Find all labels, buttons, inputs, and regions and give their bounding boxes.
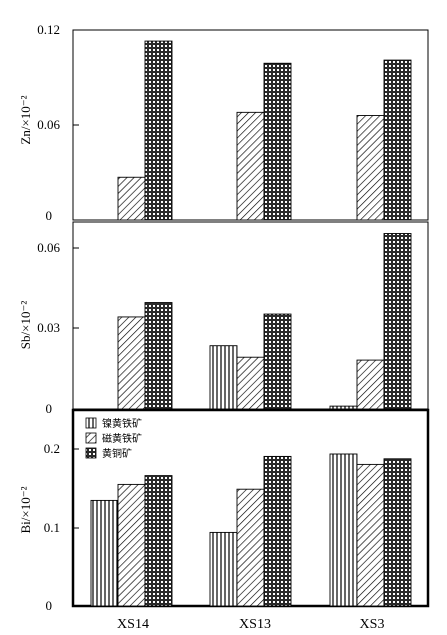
- sb-bar-xs13-chalcopyrite: [263, 313, 292, 410]
- bi-bar-xs13-pyrrhotite: [236, 488, 265, 607]
- zn-bar-xs3-chalcopyrite: [383, 59, 412, 221]
- zn-tick-label-zero: 0: [46, 208, 53, 223]
- sb-tick-label-mid: 0.03: [37, 320, 60, 335]
- zn-bar-xs14-chalcopyrite: [144, 40, 173, 221]
- legend-label-pyrrhotite: 磁黄铁矿: [102, 432, 142, 445]
- sb-bar-xs13-pentlandite: [209, 345, 238, 410]
- x-category-label-xs13: XS13: [239, 617, 271, 632]
- zn-bar-xs14-pyrrhotite: [117, 176, 146, 221]
- bi-bar-xs3-pentlandite: [329, 453, 358, 607]
- sb-tick-label-max: 0.06: [37, 240, 60, 255]
- sb-bar-xs14-chalcopyrite: [144, 302, 173, 410]
- y-tick-marks: [73, 29, 79, 529]
- x-category-label-xs14: XS14: [117, 617, 149, 632]
- legend-swatch-pentlandite: [85, 417, 97, 429]
- bi-bar-xs13-pentlandite: [209, 531, 238, 607]
- zn-bar-xs13-pyrrhotite: [236, 111, 265, 221]
- sb-bar-xs3-pyrrhotite: [356, 359, 385, 410]
- bi-bar-xs3-pyrrhotite: [356, 463, 385, 607]
- legend-label-pentlandite: 镍黄铁矿: [102, 417, 142, 430]
- legend-label-chalcopyrite: 黄铜矿: [102, 447, 132, 460]
- bi-y-axis-title: Bi/×10⁻²: [18, 486, 33, 533]
- legend-swatch-chalcopyrite: [85, 447, 97, 459]
- bi-bar-xs14-pentlandite: [90, 499, 119, 607]
- bi-bar-xs13-chalcopyrite: [263, 455, 292, 607]
- zn-tick-label-mid: 0.06: [37, 117, 60, 132]
- sb-tick-label-zero: 0: [46, 401, 53, 416]
- bi-tick-label-mid: 0.1: [44, 520, 60, 535]
- x-category-label-xs3: XS3: [360, 617, 385, 632]
- legend: 镍黄铁矿 磁黄铁矿 黄铜矿: [85, 417, 142, 460]
- zn-tick-label-max: 0.12: [37, 22, 60, 37]
- legend-swatch-pyrrhotite: [85, 432, 97, 444]
- bar-layer: [90, 40, 412, 607]
- sb-y-axis-title: Sb/×10⁻²: [18, 301, 33, 350]
- bi-bar-xs3-chalcopyrite: [383, 458, 412, 607]
- bi-tick-label-zero: 0: [46, 598, 53, 613]
- sb-bar-xs13-pyrrhotite: [236, 356, 265, 410]
- bi-bar-xs14-pyrrhotite: [117, 483, 146, 607]
- sb-bar-xs3-chalcopyrite: [383, 233, 412, 410]
- sb-bar-xs14-pyrrhotite: [117, 316, 146, 410]
- zn-y-axis-title: Zn/×10⁻²: [18, 95, 33, 144]
- sb-bar-xs3-pentlandite: [329, 405, 358, 410]
- zn-bar-xs3-pyrrhotite: [356, 115, 385, 221]
- bi-bar-xs14-chalcopyrite: [144, 475, 173, 607]
- zn-bar-xs13-chalcopyrite: [263, 62, 292, 221]
- bi-tick-label-max: 0.2: [44, 441, 60, 456]
